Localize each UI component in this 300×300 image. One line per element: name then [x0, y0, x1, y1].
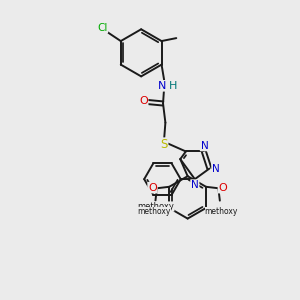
Text: N: N — [201, 141, 208, 151]
Text: S: S — [160, 138, 168, 151]
Text: O: O — [148, 183, 157, 193]
Text: O: O — [139, 96, 148, 106]
Text: H: H — [169, 81, 177, 91]
Text: methoxy: methoxy — [137, 207, 171, 216]
Text: N: N — [191, 180, 199, 190]
Text: Cl: Cl — [97, 23, 107, 33]
Text: methoxy: methoxy — [205, 207, 238, 216]
Text: methoxy: methoxy — [137, 202, 174, 211]
Text: O: O — [218, 183, 227, 193]
Text: N: N — [158, 81, 166, 91]
Text: N: N — [212, 164, 220, 174]
